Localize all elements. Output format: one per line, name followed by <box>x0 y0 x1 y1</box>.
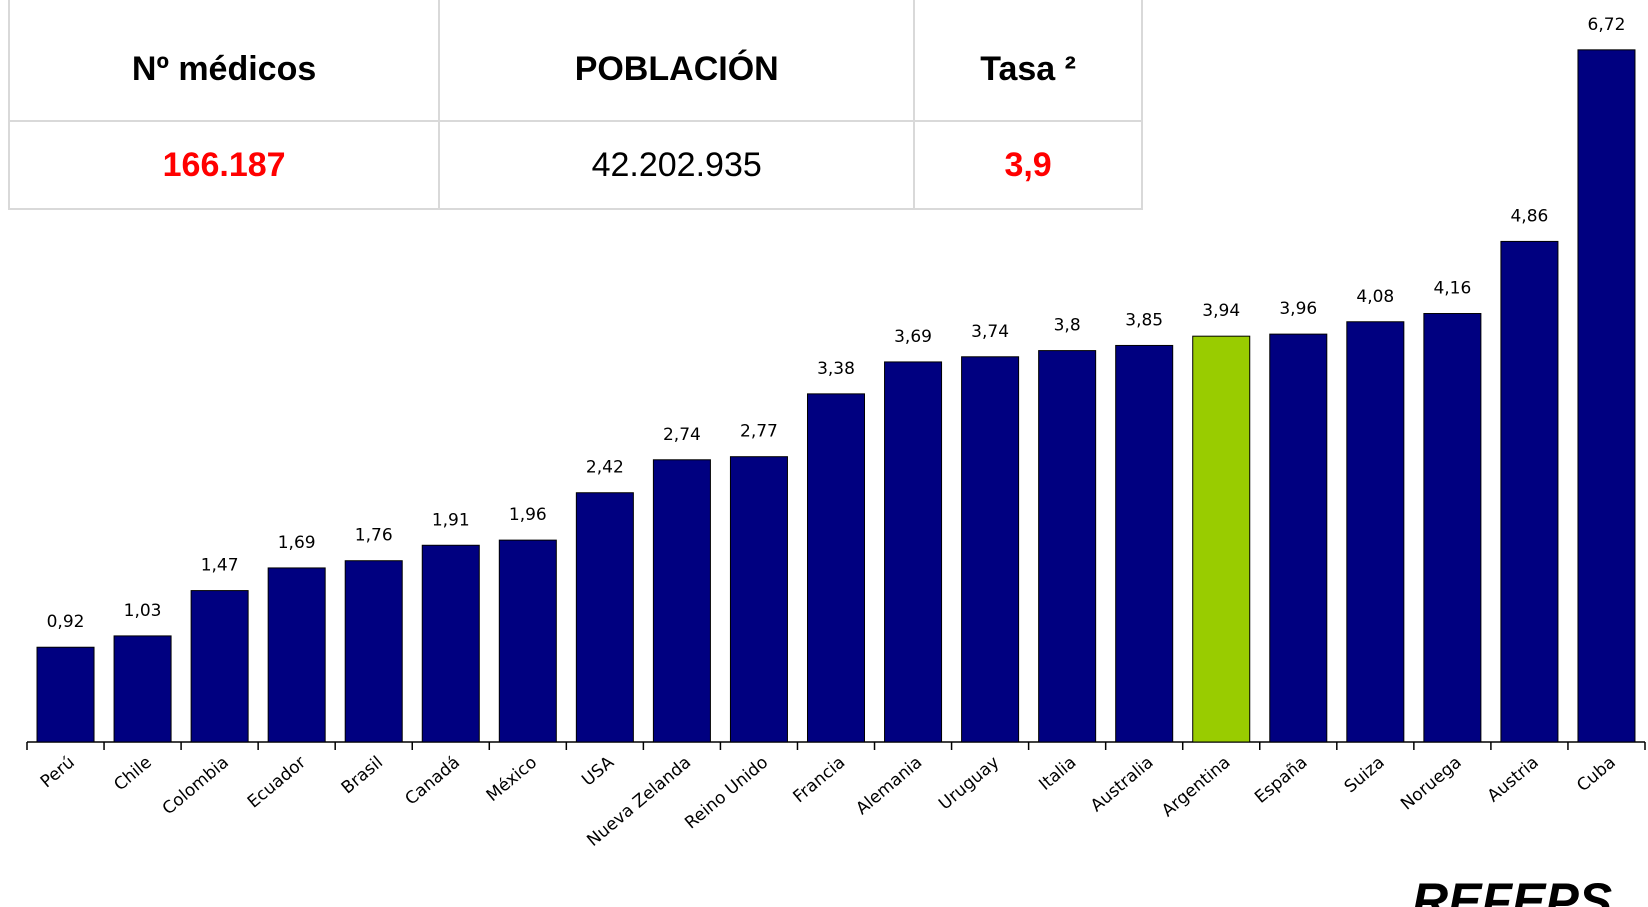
bar <box>1192 335 1251 743</box>
x-tick-label: USA <box>578 752 618 790</box>
x-tick-label: Chile <box>110 753 155 796</box>
value-cell: 42.202.935 <box>438 120 916 210</box>
bar <box>113 635 172 743</box>
bar <box>36 646 95 743</box>
bar <box>267 567 326 743</box>
summary-table: Nº médicos POBLACIÓN Tasa ² 166.187 42.2… <box>7 0 1143 210</box>
bar <box>806 393 866 743</box>
bar <box>1038 350 1097 743</box>
x-tick-label: Austria <box>1484 753 1543 807</box>
data-label: 2,74 <box>663 425 701 445</box>
data-label: 3,38 <box>817 359 855 379</box>
data-label: 3,69 <box>894 327 932 347</box>
bar <box>729 456 788 743</box>
data-label: 3,8 <box>1054 316 1081 336</box>
bar <box>652 459 711 743</box>
x-tick-label: Ecuador <box>244 753 310 813</box>
data-label: 4,16 <box>1433 279 1471 299</box>
x-tick-label: Cuba <box>1573 753 1619 797</box>
data-label: 1,47 <box>201 556 239 576</box>
x-tick-label: Argentina <box>1158 753 1234 822</box>
bar <box>884 361 943 743</box>
data-label: 1,76 <box>355 526 393 546</box>
x-tick-label: Brasil <box>338 753 387 799</box>
bar <box>1577 49 1636 743</box>
bar <box>961 356 1020 743</box>
bar <box>421 544 480 743</box>
x-tick-label: Uruguay <box>935 753 1003 815</box>
data-label: 3,94 <box>1202 301 1240 321</box>
footer: REFEPS <box>1412 873 1613 907</box>
data-label: 1,69 <box>278 533 316 553</box>
bar <box>190 590 249 743</box>
x-tick-label: Suiza <box>1341 753 1389 798</box>
data-label: 1,91 <box>432 510 470 530</box>
bar <box>1500 240 1559 743</box>
bar <box>344 560 403 743</box>
bar <box>1115 344 1174 743</box>
x-tick-label: Reino Unido <box>681 753 772 834</box>
data-label: 0,92 <box>47 612 85 632</box>
header-cell: Tasa ² <box>913 0 1143 122</box>
data-label: 3,85 <box>1125 310 1163 330</box>
bar <box>498 539 557 743</box>
header-cell: POBLACIÓN <box>438 0 916 122</box>
data-label: 6,72 <box>1588 15 1626 35</box>
data-label: 1,03 <box>124 601 162 621</box>
data-label: 3,96 <box>1279 299 1317 319</box>
x-tick-label: Colombia <box>159 753 233 820</box>
x-tick-label: Australia <box>1087 753 1157 817</box>
bar <box>1269 333 1328 743</box>
x-tick-label: Perú <box>37 753 79 793</box>
bar <box>1423 313 1482 743</box>
value-cell: 166.187 <box>7 120 441 210</box>
data-label: 2,42 <box>586 458 624 478</box>
x-tick-label: Francia <box>789 753 849 808</box>
bar <box>1346 321 1405 743</box>
value-cell: 3,9 <box>913 120 1143 210</box>
x-tick-label: Canadá <box>402 753 464 810</box>
x-tick-label: Noruega <box>1397 753 1465 815</box>
data-label: 4,86 <box>1510 206 1548 226</box>
x-tick-label: Alemania <box>852 753 926 820</box>
x-tick-label: Italia <box>1035 753 1080 795</box>
bar <box>575 492 634 743</box>
data-label: 1,96 <box>509 505 547 525</box>
x-tick-label: México <box>483 753 541 806</box>
x-tick-label: España <box>1251 753 1311 808</box>
header-cell: Nº médicos <box>7 0 441 122</box>
data-label: 2,77 <box>740 422 778 442</box>
data-label: 3,74 <box>971 322 1009 342</box>
data-label: 4,08 <box>1356 287 1394 307</box>
